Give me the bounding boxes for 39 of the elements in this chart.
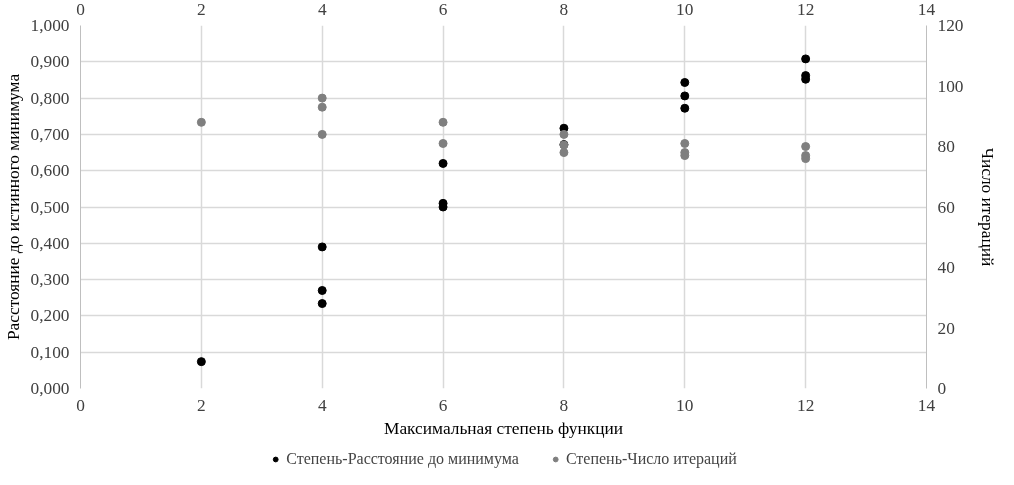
y-tick-label: 0,400 <box>30 233 70 253</box>
x2-tick-label: 14 <box>917 0 936 19</box>
y-tick-label: 0,000 <box>30 379 70 398</box>
y-tick-label: 0,200 <box>30 306 70 326</box>
y2-tick-label: 0 <box>937 379 947 398</box>
y-tick-label: 0,500 <box>30 197 70 217</box>
y-axis-title: Расстояние до истинного минимума <box>3 73 23 341</box>
legend-label: Степень-Число итераций <box>565 450 737 468</box>
x-tick-label: 10 <box>676 395 694 415</box>
x2-tick-label: 0 <box>76 0 85 19</box>
x-tick-label: 0 <box>76 395 85 415</box>
y-tick-label: 1,000 <box>30 16 70 35</box>
x2-tick-label: 4 <box>317 0 327 19</box>
x2-tick-label: 6 <box>438 0 448 19</box>
y2-tick-label: 20 <box>937 318 955 338</box>
x-tick-label: 4 <box>317 395 327 415</box>
x-axis-title: Максимальная степень функции <box>384 418 623 438</box>
x2-tick-label: 12 <box>796 0 815 19</box>
x-tick-label: 12 <box>796 395 815 415</box>
y-tick-label: 0,600 <box>30 161 70 181</box>
x2-tick-label: 2 <box>197 0 206 19</box>
x2-tick-label: 8 <box>559 0 569 19</box>
x-tick-label: 6 <box>438 395 448 415</box>
y2-tick-label: 40 <box>937 258 955 277</box>
y-tick-label: 0,300 <box>30 270 70 290</box>
y2-tick-label: 80 <box>937 137 955 156</box>
y-tick-label: 0,900 <box>30 52 70 72</box>
y-tick-label: 0,800 <box>30 88 70 108</box>
x-tick-label: 8 <box>559 395 569 415</box>
x-tick-label: 2 <box>197 395 206 415</box>
y2-tick-label: 120 <box>937 16 964 35</box>
y-tick-label: 0,100 <box>30 342 70 362</box>
x2-tick-label: 10 <box>676 0 694 19</box>
y2-tick-label: 60 <box>937 197 955 217</box>
y-tick-label: 0,700 <box>30 124 70 144</box>
y2-tick-label: 100 <box>937 76 964 96</box>
y2-axis-title: Число итераций <box>978 147 998 267</box>
legend-label: Степень-Расстояние до минимума <box>286 450 519 468</box>
x-tick-label: 14 <box>917 395 936 415</box>
